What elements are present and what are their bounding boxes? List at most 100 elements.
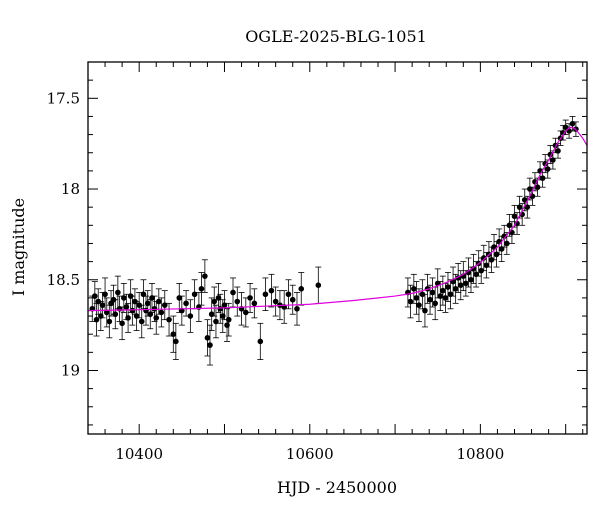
data-point xyxy=(463,280,469,287)
data-point xyxy=(202,273,208,279)
data-point xyxy=(204,335,211,341)
data-point xyxy=(198,286,205,292)
data-point xyxy=(247,295,253,301)
chart-title: OGLE-2025-BLG-1051 xyxy=(245,27,427,46)
data-point xyxy=(542,160,549,167)
data-point xyxy=(298,286,305,292)
data-point xyxy=(555,148,561,154)
data-point xyxy=(544,166,551,172)
data-point xyxy=(432,300,438,307)
data-point xyxy=(170,331,177,337)
data-point xyxy=(115,289,121,296)
data-point xyxy=(419,291,426,298)
data-point xyxy=(191,291,198,298)
data-point xyxy=(573,126,579,132)
data-point xyxy=(153,315,160,321)
x-tick-label: 10800 xyxy=(457,445,505,463)
data-point xyxy=(416,302,422,308)
data-point xyxy=(133,313,140,319)
data-point xyxy=(524,204,531,210)
data-point xyxy=(488,256,495,263)
data-point xyxy=(442,295,449,301)
y-axis-title: I magnitude xyxy=(9,198,28,296)
data-point xyxy=(99,302,106,308)
data-point xyxy=(243,309,249,316)
data-point xyxy=(422,307,428,314)
data-point xyxy=(437,293,444,299)
plot-area xyxy=(88,116,587,366)
data-point xyxy=(413,295,420,301)
data-point xyxy=(562,124,569,131)
y-tick-label: 17.5 xyxy=(47,89,80,107)
data-point xyxy=(147,311,154,318)
data-point xyxy=(506,222,513,229)
data-point xyxy=(560,129,566,136)
x-axis-title: HJD - 2450000 xyxy=(277,478,397,497)
data-point xyxy=(478,267,485,274)
y-tick-label: 19 xyxy=(61,361,80,379)
data-point xyxy=(294,305,300,312)
data-point xyxy=(534,184,541,191)
data-point xyxy=(527,186,533,192)
data-point xyxy=(158,309,165,316)
data-point xyxy=(225,316,232,323)
data-point xyxy=(257,338,264,345)
data-point xyxy=(166,316,172,323)
data-point xyxy=(285,291,292,298)
data-point xyxy=(208,311,215,318)
data-point xyxy=(119,320,125,327)
data-point xyxy=(516,204,523,210)
data-point xyxy=(569,120,576,127)
data-point xyxy=(97,313,104,319)
data-point xyxy=(539,175,546,181)
data-point xyxy=(129,307,136,314)
data-point xyxy=(445,284,451,290)
data-point xyxy=(457,282,464,289)
data-point xyxy=(230,289,236,296)
data-point xyxy=(93,316,100,323)
data-point xyxy=(161,302,168,308)
data-point xyxy=(217,305,224,312)
data-point xyxy=(407,298,414,305)
data-point xyxy=(480,255,487,261)
data-point xyxy=(102,291,108,298)
data-point xyxy=(429,289,436,296)
data-point xyxy=(219,313,226,319)
data-point xyxy=(106,318,113,325)
data-point xyxy=(427,296,433,303)
y-tick-label: 18.5 xyxy=(47,271,80,289)
data-point xyxy=(112,311,119,318)
data-point xyxy=(224,322,230,328)
data-point xyxy=(315,282,322,289)
data-point xyxy=(452,286,459,292)
data-point xyxy=(173,338,179,345)
plot-frame xyxy=(87,61,588,435)
data-point xyxy=(138,318,145,325)
data-point xyxy=(447,291,454,298)
data-point xyxy=(411,286,417,292)
data-point xyxy=(125,315,131,321)
data-point xyxy=(127,293,134,299)
model-curve xyxy=(88,126,587,312)
data-point xyxy=(211,298,218,305)
data-point xyxy=(183,300,189,307)
data-point xyxy=(511,213,518,220)
data-point xyxy=(110,296,117,303)
data-point xyxy=(251,300,258,307)
data-point xyxy=(155,298,162,305)
x-tick-label: 10400 xyxy=(115,445,163,463)
data-point xyxy=(521,197,528,203)
data-point xyxy=(440,287,446,294)
data-point xyxy=(95,298,102,305)
data-point xyxy=(123,304,130,310)
x-tick-label: 10600 xyxy=(286,445,334,463)
data-point xyxy=(103,309,110,316)
data-point xyxy=(468,276,474,283)
data-point xyxy=(149,295,155,301)
data-point xyxy=(501,233,508,240)
data-point xyxy=(143,307,149,314)
data-point xyxy=(221,302,228,308)
data-point xyxy=(121,295,127,301)
axes-ticks: 10400 10600 10800 17.5 18 18.5 19 xyxy=(47,61,587,463)
